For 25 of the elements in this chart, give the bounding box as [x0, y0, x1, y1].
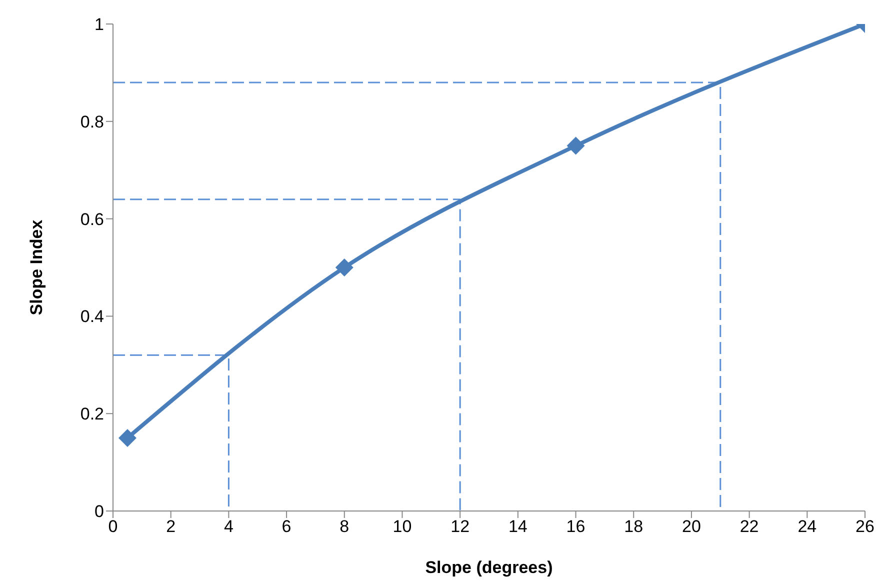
x-tick-label: 8	[340, 517, 350, 536]
point	[335, 258, 354, 276]
y-tick-label: 0.2	[80, 404, 104, 424]
point	[566, 136, 585, 155]
x-axis-title: Slope (degrees)	[425, 558, 553, 577]
x-tick-label: 16	[566, 517, 586, 536]
x-tick-label: 20	[682, 517, 701, 536]
x-tick-label: 10	[392, 517, 412, 536]
x-tick-label: 0	[108, 517, 118, 536]
x-tick-label: 24	[798, 517, 817, 536]
x-tick-label: 4	[224, 517, 234, 536]
y-tick-label: 0.6	[80, 210, 104, 229]
x-tick-label: 18	[624, 517, 644, 536]
point	[118, 428, 136, 447]
x-tick-label: 14	[508, 517, 528, 536]
y-axis-title: Slope Index	[27, 219, 46, 316]
x-tick-label: 22	[740, 517, 759, 536]
y-tick-label: 0	[94, 502, 104, 522]
y-tick-label: 1	[94, 15, 104, 34]
x-tick-label: 6	[282, 517, 292, 536]
y-tick-label: 0.8	[80, 112, 104, 132]
x-tick-label: 12	[450, 517, 470, 536]
x-tick-label: 2	[166, 517, 176, 536]
y-tick-label: 0.4	[80, 307, 104, 326]
x-tick-label: 26	[856, 517, 874, 536]
